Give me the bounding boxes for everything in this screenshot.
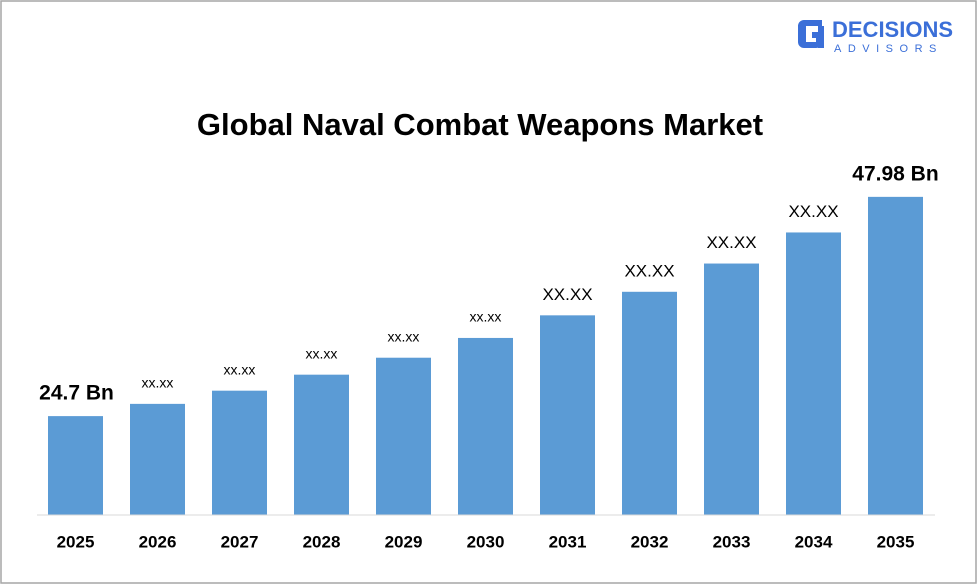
x-tick-label: 2025 — [57, 532, 95, 551]
x-tick-label: 2027 — [221, 532, 259, 551]
data-label: xx.xx — [388, 328, 420, 344]
x-tick-label: 2034 — [795, 532, 833, 551]
x-tick-label: 2029 — [385, 532, 423, 551]
bar — [376, 357, 431, 515]
bar — [622, 291, 677, 515]
bar — [540, 315, 595, 515]
x-tick-label: 2026 — [139, 532, 177, 551]
data-label: 24.7 Bn — [39, 382, 114, 405]
bar — [458, 337, 513, 515]
data-label: xx.xx — [224, 361, 256, 377]
data-label: XX.XX — [542, 285, 592, 304]
logo-tagline: ADVISORS — [834, 43, 943, 55]
x-tick-label: 2033 — [713, 532, 751, 551]
bar — [294, 374, 349, 515]
x-tick-label: 2035 — [877, 532, 915, 551]
x-tick-label: 2032 — [631, 532, 669, 551]
logo-icon-bar — [818, 26, 824, 48]
data-label: XX.XX — [788, 202, 838, 221]
chart-title: Global Naval Combat Weapons Market — [197, 107, 763, 142]
x-tick-label: 2031 — [549, 532, 587, 551]
data-label: xx.xx — [142, 375, 174, 391]
bar — [786, 232, 841, 515]
data-label: 47.98 Bn — [852, 162, 938, 185]
x-tick-label: 2028 — [303, 532, 341, 551]
data-label: xx.xx — [306, 345, 338, 361]
logo-name: DECISIONS — [832, 17, 953, 42]
data-label: xx.xx — [470, 309, 502, 325]
logo-icon — [798, 20, 822, 48]
data-label: XX.XX — [706, 233, 756, 252]
data-label: XX.XX — [624, 261, 674, 280]
logo: DECISIONS ADVISORS — [798, 17, 953, 55]
x-tick-label: 2030 — [467, 532, 505, 551]
bar — [212, 390, 267, 515]
bar — [48, 416, 103, 515]
bar — [130, 403, 185, 515]
bar — [704, 263, 759, 515]
bar — [868, 196, 923, 515]
